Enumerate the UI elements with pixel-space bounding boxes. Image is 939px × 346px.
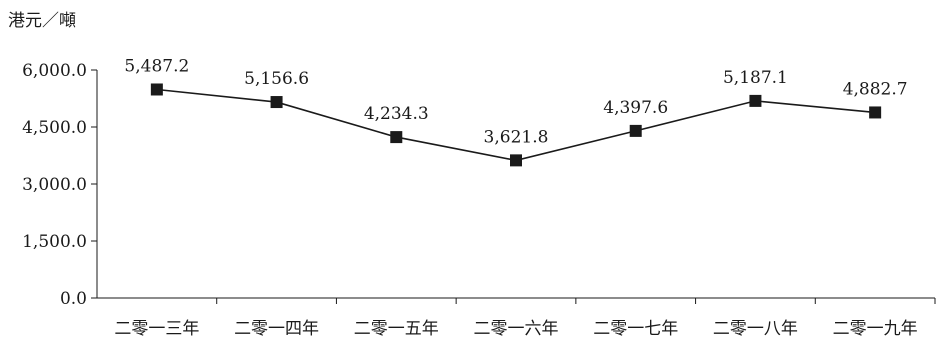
- data-point-marker: [390, 131, 403, 144]
- data-label: 5,187.1: [723, 68, 788, 88]
- data-label: 5,156.6: [244, 69, 309, 89]
- x-category-label: 二零一八年: [713, 319, 798, 339]
- x-category-label: 二零一五年: [354, 319, 439, 339]
- x-category-label: 二零一六年: [474, 319, 559, 339]
- data-point-marker: [270, 96, 283, 109]
- data-label: 5,487.2: [124, 56, 189, 76]
- y-axis-unit-label: 港元／噸: [8, 11, 76, 31]
- y-tick-label: 4,500.0: [22, 118, 87, 138]
- y-tick-label: 6,000.0: [22, 61, 87, 81]
- data-point-marker: [749, 94, 762, 107]
- series-line: [156, 88, 876, 162]
- x-category-label: 二零一三年: [114, 319, 199, 339]
- data-label: 4,397.6: [603, 98, 668, 118]
- data-label: 4,234.3: [364, 104, 429, 124]
- data-point-marker: [869, 106, 882, 119]
- y-tick-label: 3,000.0: [22, 175, 87, 195]
- data-point-marker: [510, 154, 522, 167]
- data-point-marker: [629, 124, 642, 137]
- data-point-marker: [150, 83, 163, 96]
- y-tick-label: 1,500.0: [22, 232, 87, 252]
- x-category-label: 二零一七年: [593, 319, 678, 339]
- data-label: 4,882.7: [843, 79, 908, 99]
- data-label: 3,621.8: [484, 127, 549, 147]
- x-category-label: 二零一九年: [833, 319, 918, 339]
- x-category-label: 二零一四年: [234, 319, 319, 339]
- y-tick-label: 0.0: [60, 289, 87, 309]
